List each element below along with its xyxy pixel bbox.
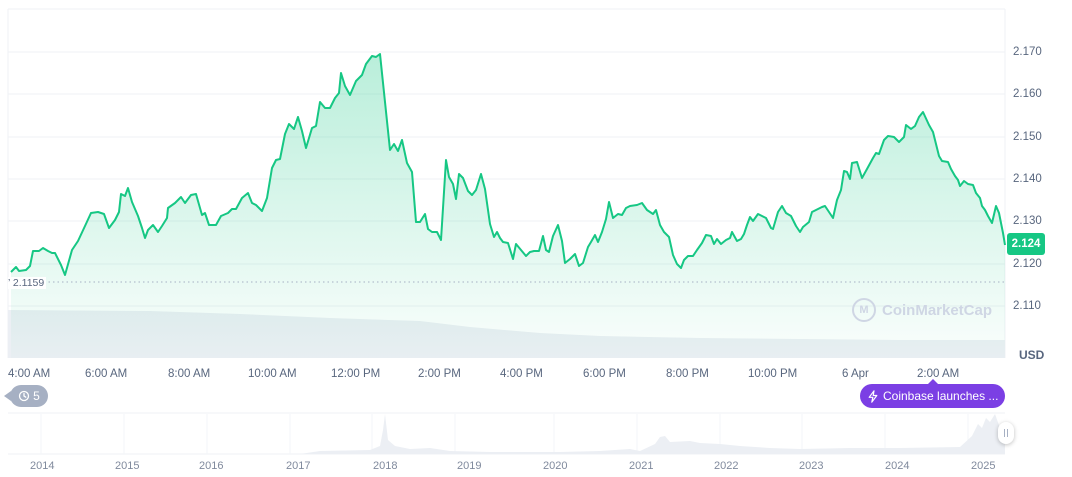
y-axis-label: 2.150 <box>1013 131 1042 143</box>
reference-price-value: 2.1159 <box>12 277 45 289</box>
reference-price-label: ’ 2.1159 <box>8 277 47 289</box>
x-axis-label: 10:00 AM <box>248 368 297 380</box>
history-count: 5 <box>33 389 40 403</box>
x-axis-label: 6:00 PM <box>583 368 626 380</box>
navigator-range-handle[interactable] <box>998 422 1014 444</box>
x-axis-label: 4:00 AM <box>8 368 51 380</box>
y-axis-label: 2.140 <box>1013 173 1042 185</box>
navigator-year-label: 2022 <box>714 460 739 472</box>
event-label: Coinbase launches ... <box>883 389 999 403</box>
navigator-year-label: 2021 <box>629 460 654 472</box>
navigator-year-label: 2024 <box>885 460 910 472</box>
x-axis-label: 10:00 PM <box>748 368 798 380</box>
navigator-chart <box>8 412 1005 455</box>
event-marker-pill[interactable]: Coinbase launches ... <box>860 379 1005 408</box>
x-axis-label: 6:00 AM <box>85 368 128 380</box>
x-axis-label: 6 Apr <box>842 368 869 380</box>
navigator-year-label: 2017 <box>286 460 311 472</box>
reference-tick: ’ <box>8 277 13 289</box>
y-axis-label: 2.170 <box>1013 46 1042 58</box>
navigator-year-label: 2025 <box>971 460 996 472</box>
x-axis-label: 8:00 PM <box>666 368 709 380</box>
navigator-year-label: 2018 <box>373 460 398 472</box>
history-events-button[interactable]: 5 <box>4 385 48 407</box>
y-axis-label: 2.160 <box>1013 88 1042 100</box>
navigator-year-label: 2023 <box>799 460 824 472</box>
x-axis-label: 2:00 PM <box>418 368 461 380</box>
x-axis-label: 2:00 AM <box>917 368 960 380</box>
history-clock-icon <box>19 390 30 402</box>
currency-label: USD <box>1019 348 1045 362</box>
watermark-text: CoinMarketCap <box>882 301 993 319</box>
x-axis-label: 4:00 PM <box>500 368 543 380</box>
current-price-badge: 2.124 <box>1007 233 1045 255</box>
navigator-year-label: 2020 <box>543 460 568 472</box>
navigator-year-label: 2014 <box>30 460 55 472</box>
x-axis-label: 12:00 PM <box>331 368 381 380</box>
y-axis-label: 2.110 <box>1013 300 1041 312</box>
watermark: M CoinMarketCap <box>852 298 992 322</box>
y-axis-label: 2.130 <box>1013 215 1042 227</box>
navigator-year-label: 2016 <box>199 460 224 472</box>
x-axis-label: 8:00 AM <box>168 368 211 380</box>
price-line <box>10 53 1006 276</box>
navigator-year-label: 2015 <box>115 460 140 472</box>
y-axis-label: 2.120 <box>1013 258 1042 270</box>
coinmarketcap-logo-icon: M <box>852 298 876 322</box>
navigator-year-label: 2019 <box>457 460 482 472</box>
lightning-icon <box>868 389 878 403</box>
